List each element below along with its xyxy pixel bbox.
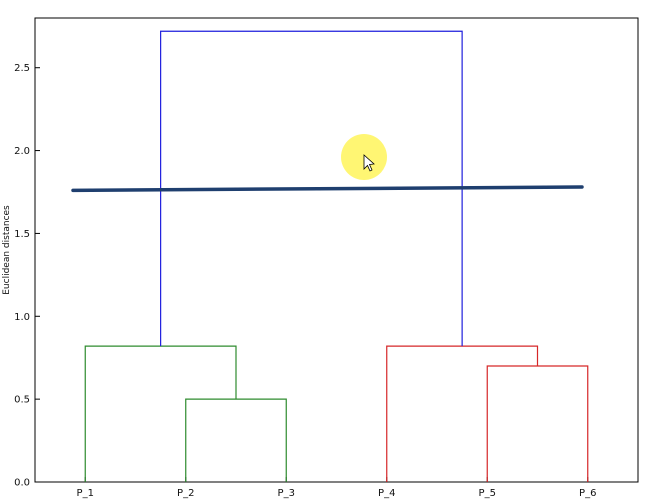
dendrogram-link: [486, 365, 589, 482]
dendrogram-links: [84, 30, 589, 482]
threshold-line: [71, 185, 584, 193]
x-axis: P_1 P_2 P_3 P_4 P_5 P_6: [77, 477, 596, 499]
y-tick-label: 0.5: [14, 395, 30, 406]
y-axis: 0.0 0.5 1.0 1.5 2.0 2.5: [14, 63, 40, 489]
leaf-label: P_6: [579, 488, 596, 499]
cursor-highlight: [341, 134, 387, 180]
leaf-label: P_4: [378, 488, 395, 499]
y-tick-label: 1.5: [14, 229, 30, 240]
y-tick-label: 0.0: [14, 478, 30, 489]
leaf-label: P_5: [479, 488, 496, 499]
dendrogram-link: [84, 345, 237, 482]
plot-frame: [34, 17, 639, 483]
mouse-pointer-icon: [363, 154, 375, 172]
leaf-label: P_1: [77, 488, 94, 499]
y-tick-label: 1.0: [14, 312, 30, 323]
leaf-label: P_3: [278, 488, 295, 499]
leaf-label: P_2: [177, 488, 194, 499]
y-tick-label: 2.5: [14, 63, 30, 74]
dendrogram-link: [185, 398, 287, 482]
y-axis-label: Euclidean distances: [2, 205, 12, 295]
y-tick-label: 2.0: [14, 146, 30, 157]
